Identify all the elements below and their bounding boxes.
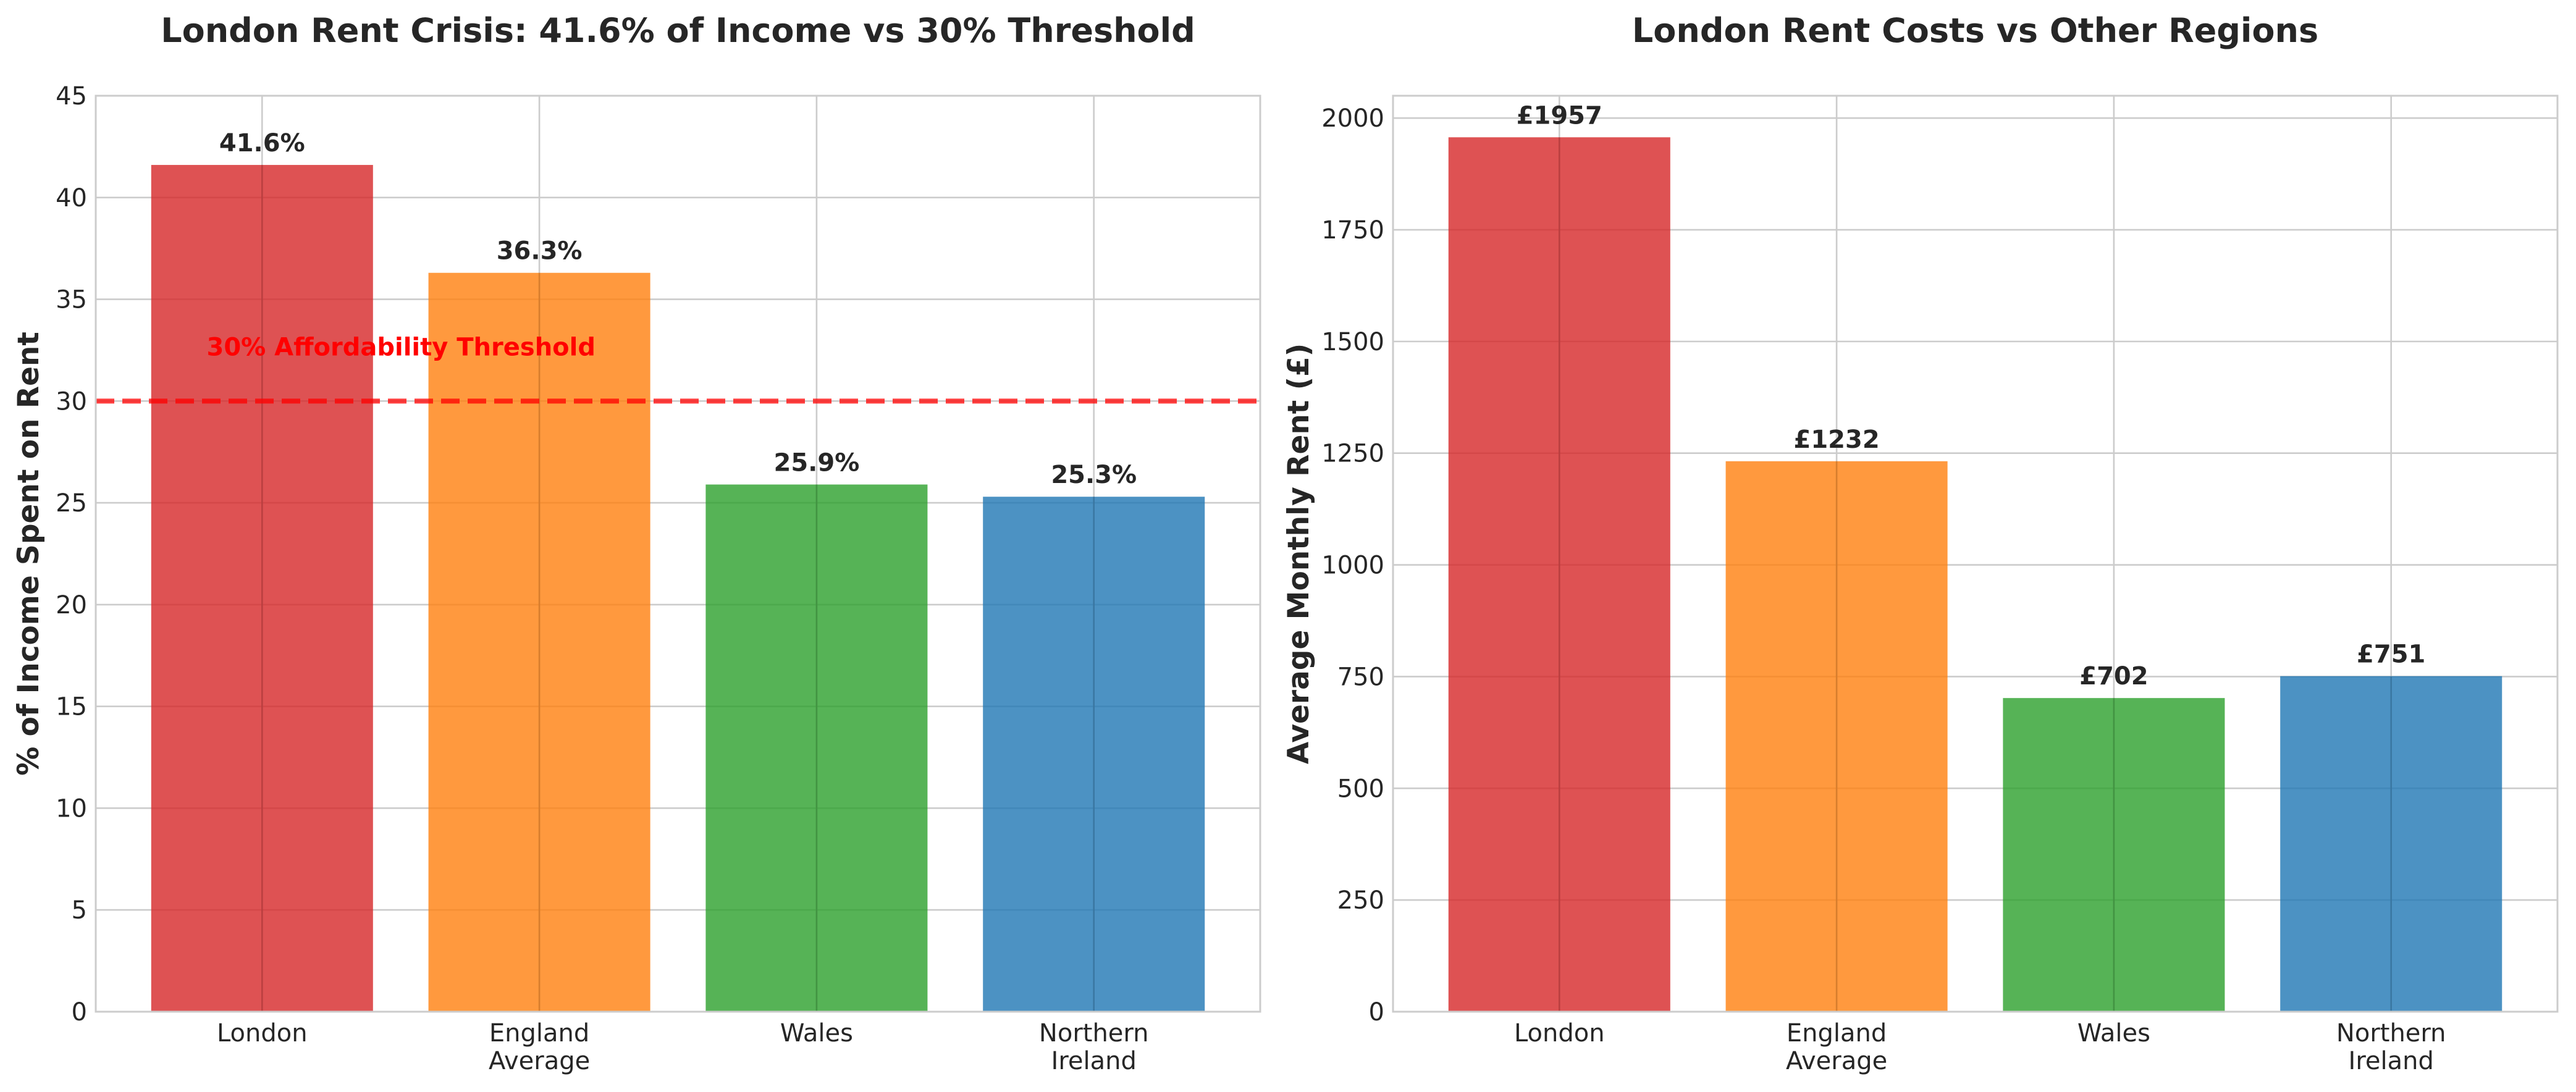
x-tick-label-line: Average bbox=[489, 1047, 590, 1075]
x-tick-label: England Average bbox=[489, 1019, 590, 1075]
bar bbox=[2280, 676, 2502, 1012]
y-tick-label: 1250 bbox=[1321, 440, 1384, 468]
income-share-chart: London Rent Crisis: 41.6% of Income vs 3… bbox=[12, 11, 1261, 1075]
data-label: £1232 bbox=[1794, 426, 1880, 454]
x-tick-label-line: Average bbox=[1786, 1047, 1887, 1075]
x-tick-label: Wales bbox=[2077, 1019, 2150, 1048]
x-tick-label-line: London bbox=[217, 1019, 308, 1048]
y-tick-label: 35 bbox=[56, 286, 87, 314]
x-tick-label: Northern Ireland bbox=[2336, 1019, 2446, 1075]
y-tick-label: 500 bbox=[1337, 775, 1384, 803]
y-tick-label: 750 bbox=[1337, 663, 1384, 691]
x-tick-label-line: Ireland bbox=[1051, 1047, 1137, 1075]
chart-title: London Rent Crisis: 41.6% of Income vs 3… bbox=[161, 11, 1195, 50]
monthly-rent-chart: London Rent Costs vs Other Regions 0 250 50… bbox=[1282, 11, 2559, 1075]
y-tick-label: 30 bbox=[56, 387, 87, 416]
x-tick-label-line: Northern bbox=[2336, 1019, 2446, 1048]
bar bbox=[1725, 461, 1948, 1012]
bar bbox=[1448, 137, 1670, 1012]
y-tick-label: 1000 bbox=[1321, 552, 1384, 580]
threshold-label: 30% Affordability Threshold bbox=[207, 333, 596, 361]
bar bbox=[705, 484, 928, 1012]
bar bbox=[2003, 698, 2225, 1012]
data-label: £1957 bbox=[1517, 101, 1602, 130]
x-tick-label-line: Ireland bbox=[2349, 1047, 2434, 1075]
y-tick-label: 1500 bbox=[1321, 328, 1384, 356]
y-tick-label: 5 bbox=[72, 896, 87, 925]
x-tick-label: England Average bbox=[1786, 1019, 1887, 1075]
plot-frame bbox=[95, 94, 1261, 1013]
x-tick-label: London bbox=[1514, 1019, 1605, 1048]
y-tick-label: 250 bbox=[1337, 886, 1384, 915]
bar bbox=[428, 272, 650, 1012]
data-label: 25.9% bbox=[774, 448, 860, 477]
x-tick-label-line: Northern bbox=[1039, 1019, 1149, 1048]
y-tick-label: 1750 bbox=[1321, 216, 1384, 245]
x-tick-label: London bbox=[217, 1019, 308, 1048]
y-tick-label: 2000 bbox=[1321, 104, 1384, 133]
data-label: £702 bbox=[2079, 662, 2148, 691]
x-tick-label-line: England bbox=[1787, 1019, 1887, 1048]
bar bbox=[151, 165, 373, 1012]
x-tick-label-line: London bbox=[1514, 1019, 1605, 1048]
x-tick-label: Wales bbox=[780, 1019, 853, 1048]
y-tick-label: 25 bbox=[56, 489, 87, 518]
y-axis-label: % of Income Spent on Rent bbox=[12, 332, 46, 776]
x-tick-label: Northern Ireland bbox=[1039, 1019, 1149, 1075]
y-tick-label: 45 bbox=[56, 82, 87, 111]
chart-title: London Rent Costs vs Other Regions bbox=[1632, 11, 2318, 50]
x-tick-label-line: Wales bbox=[2077, 1019, 2150, 1048]
y-axis-label: Average Monthly Rent (£) bbox=[1282, 343, 1316, 765]
y-tick-label: 40 bbox=[56, 184, 87, 212]
y-tick-label: 10 bbox=[56, 794, 87, 823]
x-tick-label-line: Wales bbox=[780, 1019, 853, 1048]
x-tick-label-line: England bbox=[489, 1019, 589, 1048]
plot-frame bbox=[1392, 94, 2559, 1013]
data-label: 25.3% bbox=[1051, 461, 1137, 489]
data-label: £751 bbox=[2357, 640, 2425, 669]
bar bbox=[983, 497, 1205, 1012]
data-label: 36.3% bbox=[497, 237, 583, 266]
y-tick-label: 0 bbox=[72, 998, 87, 1027]
y-tick-label: 0 bbox=[1369, 998, 1384, 1027]
y-tick-label: 20 bbox=[56, 591, 87, 620]
data-label: 41.6% bbox=[219, 129, 305, 158]
y-tick-label: 15 bbox=[56, 693, 87, 721]
